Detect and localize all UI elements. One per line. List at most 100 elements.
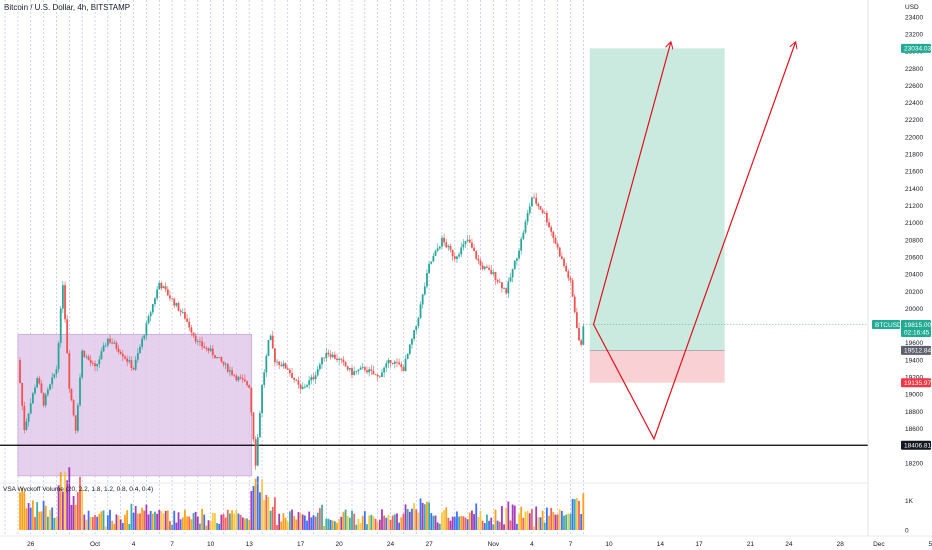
candle <box>466 239 469 242</box>
volume-bar <box>556 514 559 530</box>
volume-bar <box>475 503 478 530</box>
candle <box>263 372 266 385</box>
volume-bar <box>124 514 126 530</box>
candle <box>445 242 448 248</box>
time-tick-label: 4 <box>132 541 136 548</box>
symbol-label: BTCUSD <box>875 322 902 329</box>
volume-bar <box>173 510 176 530</box>
last-price-badge-bg <box>901 319 931 337</box>
volume-bar <box>406 508 409 530</box>
candle <box>233 374 236 376</box>
volume-bar <box>132 512 135 530</box>
candle <box>391 362 394 364</box>
volume-bar <box>295 519 298 530</box>
target-badge: 23034.03 <box>901 43 931 53</box>
candle <box>267 340 270 356</box>
volume-bar <box>184 509 186 530</box>
candle <box>83 350 86 357</box>
volume-bar <box>434 515 437 530</box>
price-axis: 1820018400186001880019000192001940019600… <box>905 14 923 467</box>
volume-bar <box>543 522 546 530</box>
volume-bar <box>479 510 482 530</box>
candle <box>19 360 21 384</box>
candle <box>226 363 229 372</box>
volume-bar <box>404 504 407 530</box>
stop-price-label: 19135.97 <box>904 380 931 387</box>
volume-bar <box>391 515 394 530</box>
profit-zone <box>589 48 725 351</box>
candle <box>104 345 107 347</box>
candle <box>421 294 424 305</box>
volume-bar <box>233 513 236 530</box>
candle <box>385 363 388 368</box>
entry-badge: 19512.84 <box>901 345 931 355</box>
volume-bar <box>136 513 139 530</box>
candle <box>70 388 73 401</box>
volume-bar <box>74 504 77 530</box>
candle <box>248 385 251 388</box>
candle <box>280 364 283 367</box>
volume-bar <box>458 516 460 530</box>
volume-bar <box>340 516 343 530</box>
candle <box>115 342 118 349</box>
volume-bar <box>205 525 208 530</box>
volume-bar <box>211 512 214 530</box>
volume-bar <box>284 517 287 530</box>
candle <box>526 213 529 222</box>
volume-bar <box>203 514 206 530</box>
volume-bar <box>308 511 311 530</box>
volume-bar <box>274 497 276 530</box>
price-tick-label: 20800 <box>905 237 923 244</box>
price-tick-label: 21400 <box>905 186 923 193</box>
volume-bar <box>396 513 398 530</box>
candle <box>64 285 66 320</box>
volume-bar <box>55 517 58 530</box>
candle <box>556 243 559 248</box>
candle <box>160 282 163 289</box>
target-badge-bg <box>901 43 931 53</box>
candle <box>366 370 368 373</box>
candle <box>462 244 465 248</box>
candle <box>269 335 272 341</box>
volume-bar <box>370 514 373 530</box>
volume-bar <box>68 467 71 530</box>
candle <box>396 361 398 363</box>
candle <box>430 261 433 264</box>
candle <box>441 237 443 247</box>
volume-bar <box>149 510 152 530</box>
volume-bar <box>147 514 150 530</box>
volume-bar <box>451 516 454 530</box>
candle <box>111 342 114 344</box>
candle <box>53 374 56 378</box>
volume-bar <box>432 515 435 530</box>
volume-bar <box>51 507 54 530</box>
candle <box>27 413 30 422</box>
volume-bar <box>494 509 497 530</box>
time-tick-label: 21 <box>747 541 755 548</box>
volume-bar <box>252 486 255 530</box>
volume-bar <box>31 500 34 530</box>
candle <box>376 374 379 377</box>
projection-arrow-dip <box>593 43 796 441</box>
candle <box>509 277 512 282</box>
volume-bar <box>361 515 364 530</box>
candle <box>346 366 349 370</box>
volume-bar <box>235 510 238 530</box>
candle <box>351 368 353 376</box>
candle <box>130 360 133 368</box>
volume-bar <box>106 515 109 530</box>
candle <box>456 256 458 259</box>
candle <box>145 323 148 336</box>
candle <box>419 304 422 318</box>
volume-bar <box>351 510 353 530</box>
candle <box>438 246 441 249</box>
time-tick-label: 13 <box>246 541 254 548</box>
candle <box>357 369 360 371</box>
volume-bar <box>303 515 306 530</box>
volume-bar <box>565 514 568 530</box>
candle <box>61 285 64 309</box>
candle <box>558 247 561 257</box>
candle <box>381 372 383 377</box>
candle <box>147 316 150 324</box>
